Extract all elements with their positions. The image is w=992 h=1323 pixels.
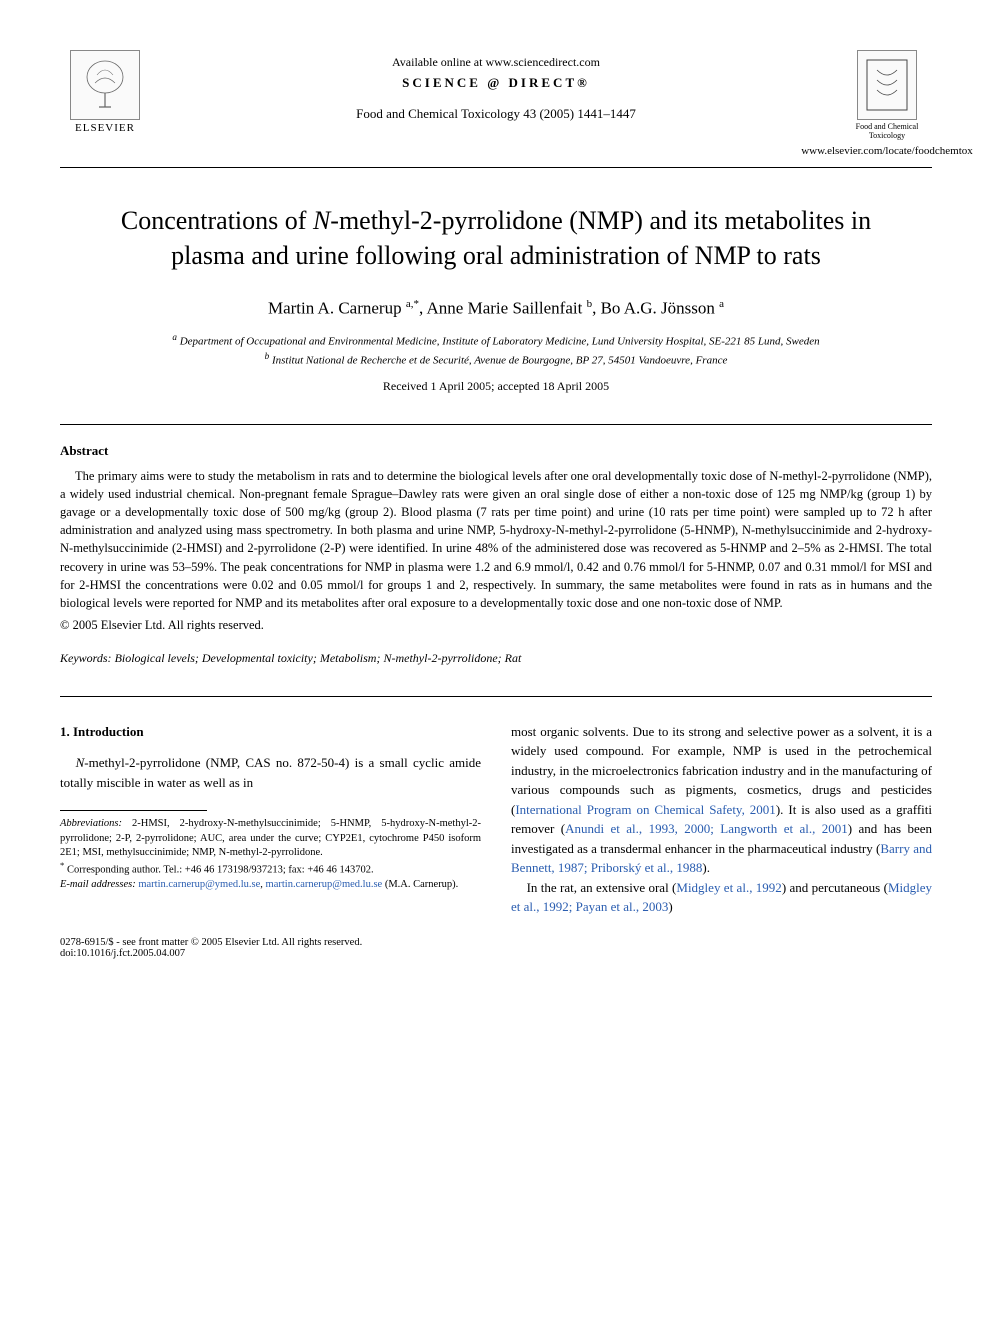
elsevier-logo: ELSEVIER [60,50,150,134]
abstract-heading: Abstract [60,443,932,459]
sciencedirect-logo: SCIENCE @ DIRECT® [150,75,842,91]
keywords-line: Keywords: Biological levels; Development… [60,651,932,666]
right-column: most organic solvents. Due to its strong… [511,722,932,917]
abbrev-label: Abbreviations: [60,818,122,829]
affiliations: a Department of Occupational and Environ… [60,331,932,369]
abstract-copyright: © 2005 Elsevier Ltd. All rights reserved… [60,618,932,633]
author-1: Martin A. Carnerup [268,299,402,318]
article-title: Concentrations of N-methyl-2-pyrrolidone… [120,203,872,273]
keywords-text: Biological levels; Developmental toxicit… [115,651,522,665]
page-footer: 0278-6915/$ - see front matter © 2005 El… [60,937,932,959]
ref-anundi[interactable]: Anundi et al., 1993, 2000; Langworth et … [565,821,848,836]
email-tail: (M.A. Carnerup). [385,879,458,890]
email-1[interactable]: martin.carnerup@ymed.lu.se [138,879,260,890]
corr-star: * [60,860,64,870]
elsevier-label: ELSEVIER [75,122,135,134]
abstract-rule-top [60,424,932,425]
intro-heading: 1. Introduction [60,722,481,742]
intro-para-right-2: In the rat, an extensive oral (Midgley e… [511,878,932,917]
keywords-label: Keywords: [60,651,112,665]
author-2: Anne Marie Saillenfait [427,299,583,318]
journal-cover-icon [857,50,917,120]
ref-ipcs[interactable]: International Program on Chemical Safety… [515,802,775,817]
journal-name-small: Food and Chemical Toxicology [842,122,932,140]
affiliation-a: a Department of Occupational and Environ… [60,331,932,350]
author-2-sup: b [587,298,593,310]
email-label: E-mail addresses: [60,879,136,890]
email-2[interactable]: martin.carnerup@med.lu.se [266,879,383,890]
ref-barry[interactable]: Barry and Bennett, 1987; Priborský et al… [511,841,932,876]
journal-logo: Food and Chemical Toxicology www.elsevie… [842,50,932,157]
author-3: Bo A.G. Jönsson [601,299,715,318]
footnote-abbreviations: Abbreviations: 2-HMSI, 2-hydroxy-N-methy… [60,817,481,860]
title-text: Concentrations of N-methyl-2-pyrrolidone… [121,206,871,270]
authors-line: Martin A. Carnerup a,*, Anne Marie Saill… [60,298,932,319]
journal-citation: Food and Chemical Toxicology 43 (2005) 1… [150,106,842,122]
corr-text: Corresponding author. Tel.: +46 46 17319… [67,864,374,875]
author-3-sup: a [719,298,724,310]
footnote-corresponding: * Corresponding author. Tel.: +46 46 173… [60,860,481,878]
intro-para-right-1: most organic solvents. Due to its strong… [511,722,932,878]
affiliation-b: b Institut National de Recherche et de S… [60,350,932,369]
footnote-email: E-mail addresses: martin.carnerup@ymed.l… [60,878,481,892]
abstract-rule-bottom [60,696,932,697]
page-header: ELSEVIER Available online at www.science… [60,50,932,157]
footer-line-1: 0278-6915/$ - see front matter © 2005 El… [60,937,932,948]
header-rule [60,167,932,168]
affiliation-b-text: Institut National de Recherche et de Sec… [272,355,727,367]
left-column: 1. Introduction N-methyl-2-pyrrolidone (… [60,722,481,917]
header-center: Available online at www.sciencedirect.co… [150,50,842,122]
article-dates: Received 1 April 2005; accepted 18 April… [60,379,932,394]
abbrev-text: 2-HMSI, 2-hydroxy-N-methylsuccinimide; 5… [60,818,481,857]
abstract-section: Abstract The primary aims were to study … [60,443,932,633]
footnote-separator [60,810,207,811]
elsevier-tree-icon [70,50,140,120]
affiliation-a-text: Department of Occupational and Environme… [180,336,820,348]
journal-url: www.elsevier.com/locate/foodchemtox [801,145,973,157]
available-online-text: Available online at www.sciencedirect.co… [150,55,842,70]
ref-midgley-1[interactable]: Midgley et al., 1992 [676,880,781,895]
body-columns: 1. Introduction N-methyl-2-pyrrolidone (… [60,722,932,917]
abstract-body: The primary aims were to study the metab… [60,467,932,612]
intro-para-left: N-methyl-2-pyrrolidone (NMP, CAS no. 872… [60,753,481,792]
author-1-sup: a,* [406,298,419,310]
footer-line-2: doi:10.1016/j.fct.2005.04.007 [60,948,932,959]
